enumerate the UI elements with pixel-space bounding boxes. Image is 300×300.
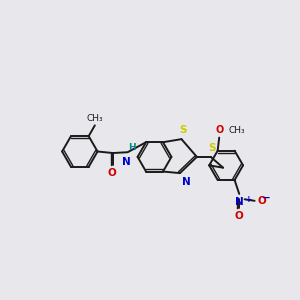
Text: +: + <box>244 195 252 204</box>
Text: S: S <box>179 125 187 135</box>
Text: N: N <box>182 177 191 187</box>
Text: O: O <box>235 211 244 221</box>
Text: H: H <box>128 142 136 152</box>
Text: −: − <box>262 193 271 203</box>
Text: O: O <box>215 125 223 135</box>
Text: O: O <box>108 168 116 178</box>
Text: N: N <box>235 197 244 207</box>
Text: S: S <box>208 143 216 153</box>
Text: O: O <box>258 196 266 206</box>
Text: N: N <box>122 157 131 167</box>
Text: CH₃: CH₃ <box>228 125 245 134</box>
Text: CH₃: CH₃ <box>86 114 103 123</box>
